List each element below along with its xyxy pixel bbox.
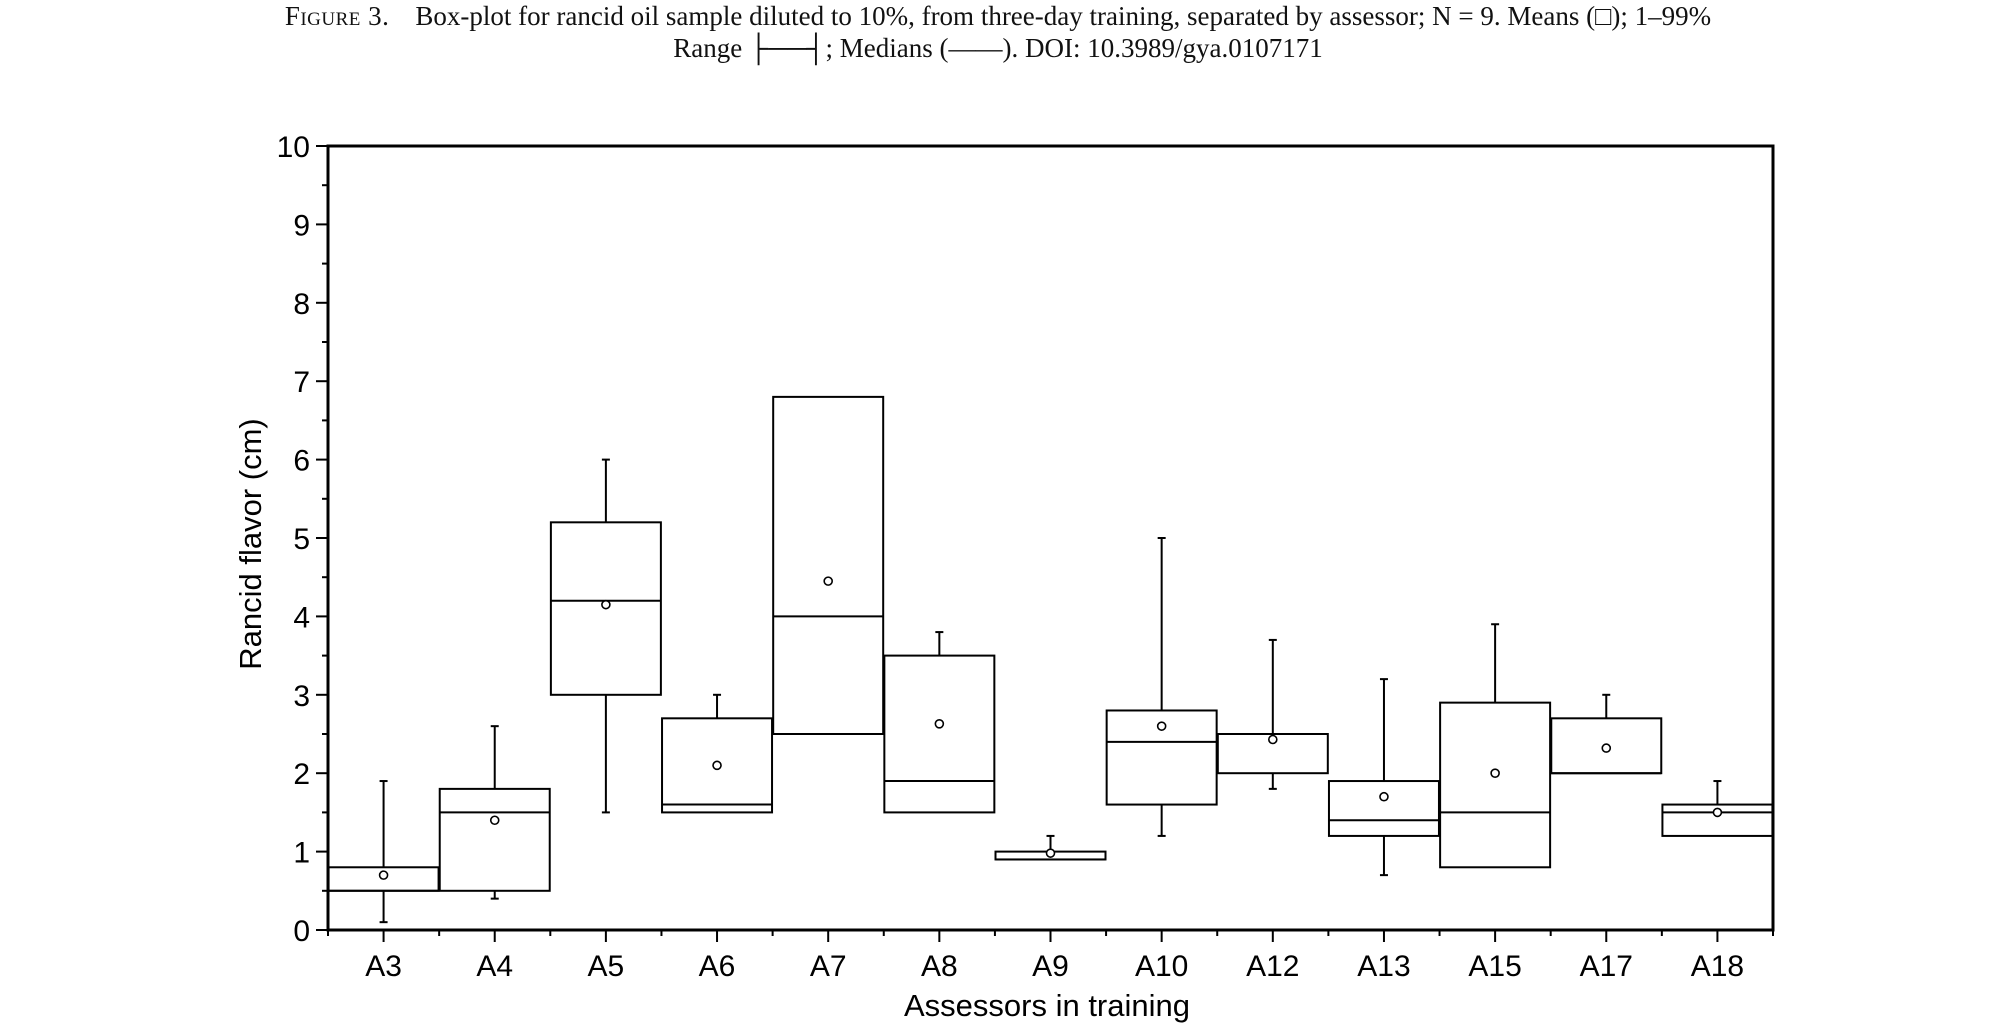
iqr-box [772, 395, 885, 735]
y-tick-label: 10 [277, 131, 310, 164]
x-tick-label: A18 [1691, 950, 1744, 983]
x-axis-title: Assessors in training [904, 988, 1190, 1023]
box-a13 [1327, 678, 1440, 877]
iqr-box [1661, 803, 1774, 837]
mean-marker [1045, 848, 1056, 858]
mean-marker [378, 870, 389, 880]
y-tick-label: 5 [293, 523, 310, 556]
caption-range-word: Range [673, 33, 743, 63]
mean-marker [1601, 743, 1612, 753]
box-a6 [661, 693, 774, 814]
mean-marker [601, 599, 611, 610]
box-a12 [1216, 638, 1329, 790]
y-axis-title: Rancid flavor (cm) [233, 418, 268, 670]
y-tick-label: 8 [293, 288, 310, 321]
y-tick-label: 4 [293, 601, 310, 634]
iqr-box [438, 787, 551, 892]
box-a7 [772, 395, 885, 735]
figure-caption: Figure 3. Box-plot for rancid oil sample … [0, 0, 1996, 64]
mean-marker [1156, 721, 1167, 731]
caption-line-2: Range ├──┤; Medians (——). DOI: 10.3989/g… [0, 32, 1996, 64]
mean-marker [1712, 807, 1723, 818]
iqr-box [1439, 701, 1552, 869]
iqr-box [661, 717, 774, 814]
y-tick-label: 9 [293, 209, 310, 242]
iqr-box [883, 654, 996, 814]
mean-marker [1490, 768, 1500, 779]
mean-marker [934, 719, 945, 729]
box-a10 [1105, 537, 1218, 837]
y-tick-label: 0 [293, 915, 310, 948]
mean-marker [1268, 734, 1278, 745]
box-a17 [1550, 693, 1663, 775]
mean-marker [1379, 791, 1389, 802]
iqr-box [1105, 709, 1218, 806]
x-tick-label: A8 [921, 950, 958, 983]
mean-marker [823, 576, 833, 586]
x-tick-label: A15 [1468, 950, 1521, 983]
axes-layer: 0 1 2 3 4 5 6 7 8 9 10 A3 A4 A5 A6 A7 A8 A9 A10 A12 A13 A15 A1… [277, 131, 1775, 983]
y-tick-label: 6 [293, 445, 310, 478]
boxes-layer [327, 395, 1774, 924]
iqr-box [1327, 780, 1440, 837]
x-tick-label: A17 [1580, 950, 1633, 983]
x-tick-label: A6 [699, 950, 736, 983]
y-tick-label: 1 [293, 837, 310, 870]
y-tick-label: 7 [293, 366, 310, 399]
box-a3 [327, 780, 440, 924]
mean-marker [712, 760, 722, 771]
mean-marker [489, 815, 500, 826]
x-tick-label: A12 [1246, 950, 1299, 983]
x-tick-label: A13 [1357, 950, 1410, 983]
y-tick-label: 2 [293, 758, 310, 791]
y-tick-label: 3 [293, 680, 310, 713]
x-tick-label: A10 [1135, 950, 1188, 983]
caption-text-line-1: Box-plot for rancid oil sample diluted t… [415, 1, 1712, 31]
caption-range-symbol: ├──┤ [749, 33, 826, 63]
box-a8 [883, 631, 996, 814]
x-tick-label: A7 [810, 950, 847, 983]
box-a9 [994, 834, 1107, 861]
x-tick-label: A3 [365, 950, 402, 983]
caption-line-1: Figure 3. Box-plot for rancid oil sample … [0, 0, 1996, 32]
x-tick-label: A4 [476, 950, 513, 983]
iqr-box [549, 521, 662, 696]
caption-text-line-2: ; Medians (——). DOI: 10.3989/gya.0107171 [825, 33, 1323, 63]
box-a5 [549, 458, 662, 814]
box-a18 [1661, 780, 1774, 837]
x-tick-label: A5 [588, 950, 625, 983]
box-a15 [1439, 623, 1552, 869]
box-a4 [438, 725, 551, 900]
caption-figure-label: Figure 3. [284, 1, 390, 31]
x-tick-label: A9 [1032, 950, 1069, 983]
